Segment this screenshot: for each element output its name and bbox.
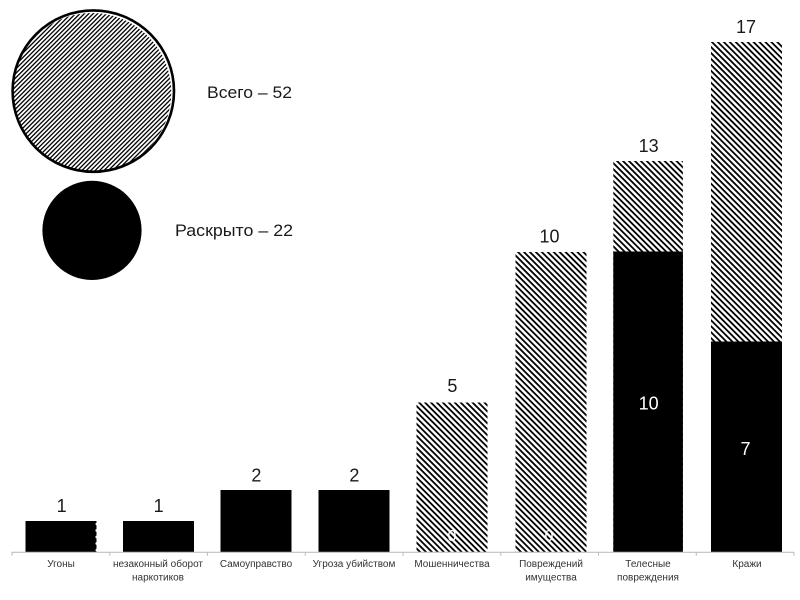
svg-text:7: 7 xyxy=(740,439,750,459)
svg-text:незаконный оборот: незаконный оборот xyxy=(113,558,203,570)
svg-text:0: 0 xyxy=(545,528,554,545)
svg-text:2: 2 xyxy=(349,466,359,486)
svg-text:2: 2 xyxy=(251,466,261,486)
svg-text:1: 1 xyxy=(57,496,67,516)
svg-text:Угоны: Угоны xyxy=(47,559,75,570)
svg-text:Угроза убийством: Угроза убийством xyxy=(313,558,396,570)
svg-text:Мошенничества: Мошенничества xyxy=(414,559,490,570)
svg-text:повреждения: повреждения xyxy=(617,573,679,584)
svg-text:1: 1 xyxy=(154,496,164,516)
svg-text:13: 13 xyxy=(639,136,659,156)
svg-text:Телесные: Телесные xyxy=(625,559,671,570)
svg-text:Всего – 52: Всего – 52 xyxy=(207,83,292,102)
svg-text:Самоуправство: Самоуправство xyxy=(220,559,293,570)
svg-text:10: 10 xyxy=(639,394,659,414)
svg-text:10: 10 xyxy=(539,227,559,247)
svg-text:5: 5 xyxy=(447,376,457,396)
svg-text:наркотиков: наркотиков xyxy=(132,573,184,584)
svg-text:0: 0 xyxy=(448,528,457,545)
svg-text:Повреждений: Повреждений xyxy=(519,559,583,570)
svg-text:Кражи: Кражи xyxy=(732,559,761,570)
svg-text:имущества: имущества xyxy=(525,573,577,584)
svg-text:Раскрыто – 22: Раскрыто – 22 xyxy=(175,221,293,240)
svg-text:17: 17 xyxy=(736,17,756,37)
